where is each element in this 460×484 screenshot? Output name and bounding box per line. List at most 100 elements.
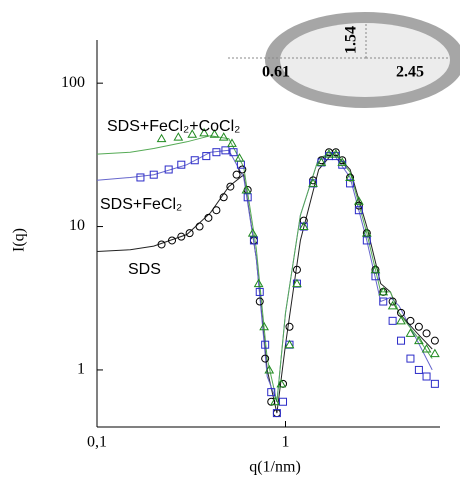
data-point [190, 156, 199, 165]
data-point [338, 156, 347, 165]
x-tick-label: 0,1 [87, 434, 107, 451]
data-point [136, 173, 145, 182]
data-point [337, 157, 348, 166]
data-point [247, 228, 258, 237]
data-point [234, 153, 245, 162]
y-tick-label: 1 [77, 361, 85, 378]
data-point [185, 229, 194, 238]
data-point [299, 216, 308, 225]
data-point [241, 184, 252, 194]
data-point [157, 240, 166, 249]
data-point [270, 396, 280, 406]
data-point [226, 182, 235, 191]
data-point [370, 264, 381, 274]
data-point [324, 149, 334, 158]
data-point [232, 170, 241, 179]
data-point [378, 286, 389, 296]
data-point [149, 170, 158, 179]
data-point [414, 335, 424, 345]
inset-diagram: 1.54 0.61 2.45 [228, 12, 460, 108]
data-point [354, 206, 363, 215]
data-point [219, 193, 228, 202]
data-point [430, 348, 440, 358]
data-point [227, 138, 237, 147]
data-point [218, 132, 229, 141]
data-point [261, 340, 270, 349]
data-point [308, 178, 318, 187]
data-point [204, 213, 213, 222]
data-point [261, 354, 270, 363]
data-point [397, 336, 406, 345]
data-point [406, 316, 415, 325]
data-point [354, 201, 363, 210]
data-point [422, 329, 431, 338]
data-point [414, 365, 423, 374]
data-point [173, 132, 184, 141]
data-point [187, 129, 198, 138]
data-point [421, 343, 432, 353]
data-point [430, 379, 439, 388]
data-point [243, 193, 252, 202]
data-point [345, 172, 355, 181]
data-point [298, 221, 309, 231]
data-point [264, 364, 275, 374]
data-point [292, 278, 302, 288]
data-point [276, 378, 287, 388]
data-point [279, 397, 288, 406]
data-point [164, 165, 173, 174]
data-point [259, 321, 269, 331]
y-tick-label: 100 [61, 74, 85, 91]
data-point [212, 148, 221, 157]
inset-label: 0.61 [262, 64, 290, 81]
data-point [202, 152, 211, 161]
data-point [362, 236, 371, 245]
data-point [221, 146, 230, 155]
data-point [229, 148, 238, 157]
data-point [267, 388, 276, 397]
data-point [209, 129, 220, 138]
data-point [379, 297, 388, 306]
plot-area [97, 127, 440, 418]
data-point [199, 127, 209, 137]
data-point [255, 297, 264, 306]
data-point [406, 354, 415, 363]
data-point [177, 232, 186, 241]
data-point [354, 196, 364, 205]
data-point [292, 265, 301, 274]
y-axis-label: I(q) [11, 228, 28, 252]
series-label: SDS+FeCl₂+CoCl₂ [107, 118, 240, 135]
series-label: SDS [128, 261, 161, 278]
data-point [316, 157, 327, 166]
data-point [396, 315, 406, 325]
data-point [212, 206, 221, 215]
data-point [255, 287, 264, 296]
data-point [195, 222, 204, 231]
core [280, 23, 450, 97]
x-tick-label: 1 [282, 434, 290, 451]
inset-label: 1.54 [343, 26, 360, 54]
data-point [361, 228, 372, 237]
data-point [414, 322, 423, 331]
data-point [249, 236, 258, 245]
fit-line [97, 151, 433, 414]
inset-label: 2.45 [396, 64, 424, 81]
data-point [430, 336, 439, 345]
data-point [422, 372, 431, 381]
data-point [253, 278, 264, 288]
data-point [346, 179, 355, 188]
data-point [156, 133, 167, 143]
data-point [284, 339, 295, 349]
series-label: SDS+FeCl₂ [100, 196, 182, 213]
data-point [238, 165, 247, 174]
data-point [388, 316, 397, 325]
data-point [272, 409, 281, 418]
data-point [177, 160, 186, 169]
x-axis-label: q(1/nm) [249, 459, 301, 476]
data-point [168, 236, 177, 245]
data-point [285, 322, 294, 331]
data-point [331, 149, 341, 158]
data-point [387, 300, 398, 310]
y-tick-label: 10 [69, 217, 85, 234]
data-point [388, 297, 397, 306]
